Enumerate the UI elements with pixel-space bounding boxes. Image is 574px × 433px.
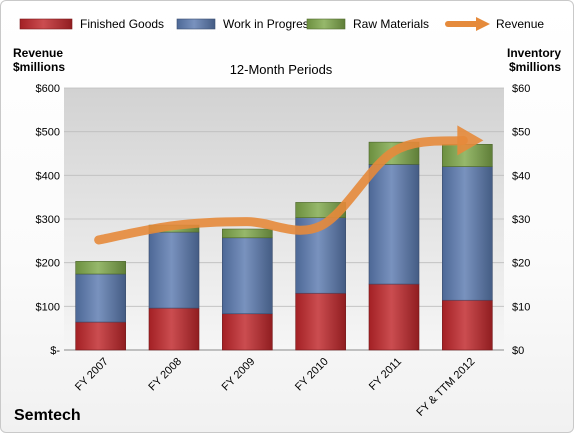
revenue-arrowhead: [457, 125, 484, 156]
x-tick-label: FY 2010: [293, 356, 331, 394]
bar-finished-goods: [148, 307, 200, 351]
right-tick-label: $60: [512, 83, 530, 95]
right-tick-label: $10: [512, 301, 530, 313]
legend-label-finished-goods: Finished Goods: [80, 17, 164, 31]
right-tick-label: $30: [512, 214, 530, 226]
left-tick-label: $500: [36, 127, 60, 139]
x-tick-label: FY & TTM 2012: [414, 356, 477, 419]
left-tick-label: $100: [36, 301, 60, 313]
bar-work-in-progress: [222, 237, 273, 315]
x-tick-label: FY 2008: [146, 356, 184, 394]
legend-swatch-raw-materials: [306, 18, 346, 30]
bar-raw-materials: [222, 228, 273, 239]
bar-finished-goods: [75, 321, 126, 351]
right-tick-label: $50: [512, 127, 530, 139]
legend-swatch-work-in-progress: [176, 18, 216, 30]
bar-work-in-progress: [442, 166, 493, 301]
left-axis-title-line-1: Revenue: [13, 46, 64, 60]
right-axis-title: Inventory $millions: [507, 46, 561, 74]
legend-label-raw-materials: Raw Materials: [353, 17, 429, 31]
chart-subtitle: 12-Month Periods: [229, 62, 333, 77]
x-tick-label: FY 2007: [73, 356, 111, 394]
legend-swatch-finished-goods: [19, 18, 73, 30]
revenue-line: [94, 135, 468, 245]
right-tick-label: $20: [512, 258, 530, 270]
right-axis-title-line-1: Inventory: [506, 46, 561, 60]
right-tick-label: $40: [512, 170, 530, 182]
x-tick-label: FY 2011: [367, 356, 404, 393]
legend-arrowhead-revenue: [476, 17, 490, 31]
right-tick-label: $0: [512, 345, 524, 357]
bar-finished-goods: [368, 283, 420, 351]
left-axis-title-line-2: $millions: [13, 60, 66, 74]
bar-work-in-progress: [148, 231, 200, 309]
right-axis-title-line-2: $millions: [508, 60, 561, 74]
left-tick-label: $200: [36, 258, 60, 270]
bar-raw-materials: [75, 261, 126, 275]
bar-work-in-progress: [368, 164, 420, 285]
bar-finished-goods: [295, 292, 346, 351]
legend-label-revenue: Revenue: [496, 17, 544, 31]
left-tick-label: $400: [36, 170, 60, 182]
bar-finished-goods: [222, 313, 273, 351]
left-axis-title: Revenue $millions: [13, 46, 65, 74]
company-name: Semtech: [14, 407, 81, 424]
left-tick-label: $-: [50, 345, 60, 357]
left-tick-label: $600: [36, 83, 60, 95]
bar-work-in-progress: [75, 273, 126, 323]
left-tick-label: $300: [36, 214, 60, 226]
bar-finished-goods: [442, 299, 493, 351]
legend-label-work-in-progress: Work in Progress: [223, 17, 315, 31]
x-tick-label: FY 2009: [220, 356, 258, 394]
